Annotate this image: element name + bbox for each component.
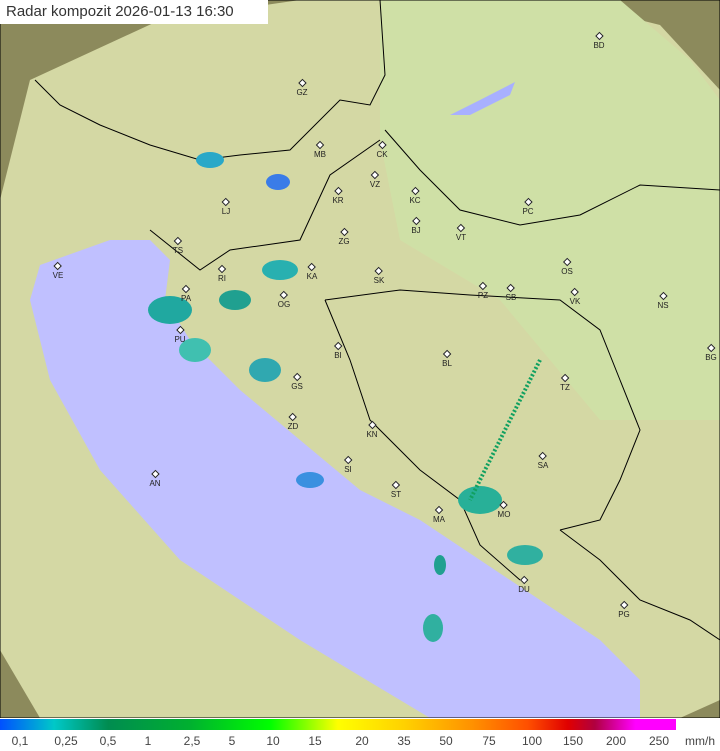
legend-label: 150 [562, 734, 584, 748]
city-ck: CK [376, 142, 387, 159]
legend-label: 10 [266, 734, 280, 748]
adriatic-sea [30, 240, 640, 718]
city-tz: TZ [560, 375, 570, 392]
city-vt: VT [456, 225, 466, 242]
city-sa: SA [538, 453, 549, 470]
legend-label: 0,1 [11, 734, 29, 748]
city-kc: KC [409, 188, 420, 205]
city-ma: MA [433, 507, 445, 524]
legend-labels: 0,1 0,25 0,5 1 2,5 5 10 15 20 35 50 75 100 150 200 250 m… [0, 734, 720, 751]
city-si: SI [344, 457, 352, 474]
city-gz: GZ [296, 80, 307, 97]
city-vz: VZ [370, 172, 380, 189]
radar-map [0, 0, 720, 718]
pannonian-plain [380, 0, 720, 420]
city-du: DU [518, 577, 530, 594]
legend-label: 200 [605, 734, 627, 748]
legend-label: 20 [355, 734, 369, 748]
precipitation-color-scale [0, 719, 676, 730]
city-an: AN [149, 471, 160, 488]
city-sk: SK [374, 268, 385, 285]
city-pu: PU [174, 327, 185, 344]
legend-label: 0,5 [99, 734, 117, 748]
city-pz: PZ [478, 283, 488, 300]
city-pg: PG [618, 602, 630, 619]
city-ve: VE [53, 263, 64, 280]
city-og: OG [278, 292, 290, 309]
legend-label: 0,25 [54, 734, 78, 748]
city-ka: KA [307, 264, 318, 281]
legend-label: 75 [482, 734, 496, 748]
country-borders [34, 0, 720, 641]
legend-label: 35 [397, 734, 411, 748]
city-bd: BD [593, 33, 604, 50]
legend-label: 50 [439, 734, 453, 748]
city-bg: BG [705, 345, 717, 362]
city-st: ST [391, 482, 401, 499]
city-sb: SB [506, 285, 517, 302]
city-bi: BI [334, 343, 342, 360]
city-ns: NS [657, 293, 668, 310]
city-mb: MB [314, 142, 326, 159]
city-zd: ZD [288, 414, 299, 431]
legend-label: 250 [648, 734, 670, 748]
radar-echoes [148, 152, 543, 642]
city-bl: BL [442, 351, 452, 368]
legend-label: 1 [144, 734, 152, 748]
map-title: Radar kompozit 2026-01-13 16:30 [0, 0, 268, 24]
city-bj: BJ [411, 218, 420, 235]
legend-label: 5 [228, 734, 236, 748]
legend-label: 2,5 [183, 734, 201, 748]
legend-label: 100 [521, 734, 543, 748]
legend-label: 15 [308, 734, 322, 748]
legend-unit: mm/h [685, 734, 715, 748]
city-zg: ZG [338, 229, 349, 246]
city-kn: KN [366, 422, 377, 439]
lake-balaton [450, 82, 515, 115]
city-ri: RI [218, 266, 226, 283]
city-vk: VK [570, 289, 581, 306]
city-mo: MO [498, 502, 511, 519]
city-lj: LJ [222, 199, 230, 216]
city-ts: TS [173, 238, 183, 255]
city-pc: PC [522, 199, 533, 216]
city-kr: KR [332, 188, 343, 205]
city-os: OS [561, 259, 573, 276]
city-gs: GS [291, 374, 303, 391]
city-pa: PA [181, 286, 191, 303]
